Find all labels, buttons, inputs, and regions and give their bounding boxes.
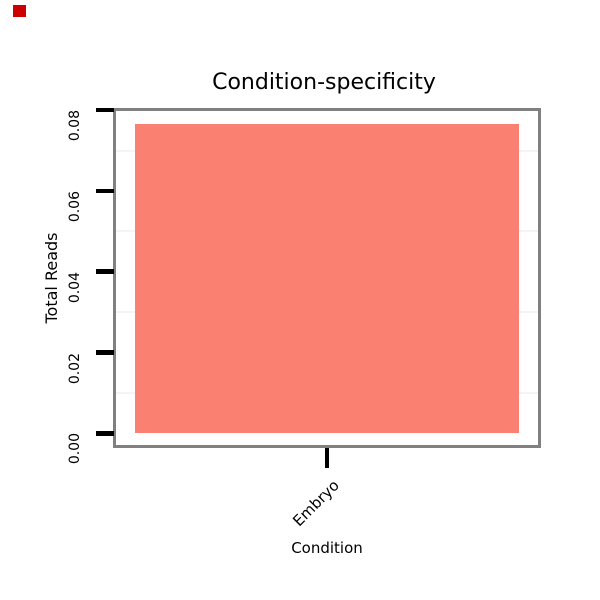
y-axis-title: Total Reads (42, 232, 61, 324)
y-tick-mark (96, 350, 114, 355)
y-tick-mark (96, 269, 114, 274)
chart-title: Condition-specificity (212, 70, 436, 95)
y-tick-label: 0.06 (67, 190, 83, 223)
red-square-marker (13, 5, 26, 17)
y-tick-label: 0.02 (67, 352, 83, 384)
y-tick-label: 0.04 (67, 271, 83, 303)
y-tick-mark (96, 431, 114, 436)
x-tick-mark (324, 448, 329, 468)
y-tick-mark (96, 188, 114, 194)
bar-embryo (135, 124, 519, 434)
x-axis-title: Condition (291, 539, 363, 557)
y-tick-label: 0.08 (67, 110, 83, 142)
plot-panel-border (113, 108, 541, 448)
x-tick-label-embryo: Embryo (289, 476, 344, 530)
y-tick-mark (96, 107, 114, 113)
y-tick-label: 0.00 (67, 433, 83, 465)
